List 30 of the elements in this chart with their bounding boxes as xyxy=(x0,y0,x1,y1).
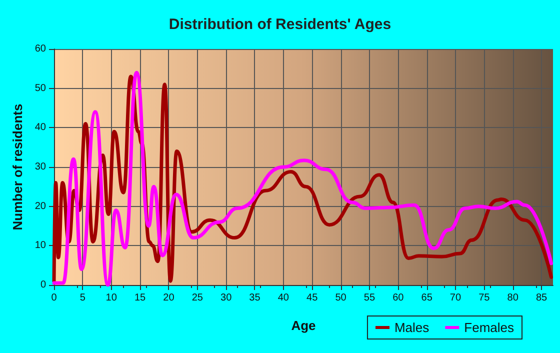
x-tick-label: 65 xyxy=(421,292,433,304)
y-tick-label: 60 xyxy=(34,44,46,54)
y-tick-label: 0 xyxy=(40,280,46,290)
x-tick-label: 50 xyxy=(335,292,347,304)
x-tick-label: 60 xyxy=(392,292,404,304)
x-tick-label: 55 xyxy=(364,292,376,304)
x-tick-label: 10 xyxy=(106,292,118,304)
legend-label: Females xyxy=(464,320,514,335)
x-tick-label: 5 xyxy=(80,292,86,304)
x-tick-label: 15 xyxy=(134,292,146,304)
x-tick-label: 35 xyxy=(249,292,261,304)
x-tick-label: 25 xyxy=(192,292,204,304)
y-tick-label: 20 xyxy=(34,200,46,212)
x-tick-label: 70 xyxy=(450,292,462,304)
x-tick-label: 20 xyxy=(163,292,175,304)
x-tick-label: 40 xyxy=(278,292,290,304)
y-axis-title: Number of residents xyxy=(10,104,25,230)
x-tick-label: 80 xyxy=(507,292,519,304)
chart-title: Distribution of Residents' Ages xyxy=(168,16,392,33)
x-tick-label: 0 xyxy=(51,292,58,304)
x-tick-label: 75 xyxy=(478,292,490,304)
y-tick-label: 40 xyxy=(34,122,46,134)
x-tick-label: 30 xyxy=(220,292,232,304)
y-tick-label: 10 xyxy=(34,240,46,252)
x-tick-label: 85 xyxy=(536,292,548,304)
y-tick-label: 30 xyxy=(34,162,46,172)
y-tick-label: 50 xyxy=(34,82,46,94)
x-tick-label: 45 xyxy=(306,292,318,304)
legend-label: Males xyxy=(394,320,430,335)
x-axis-title: Age xyxy=(291,318,316,333)
